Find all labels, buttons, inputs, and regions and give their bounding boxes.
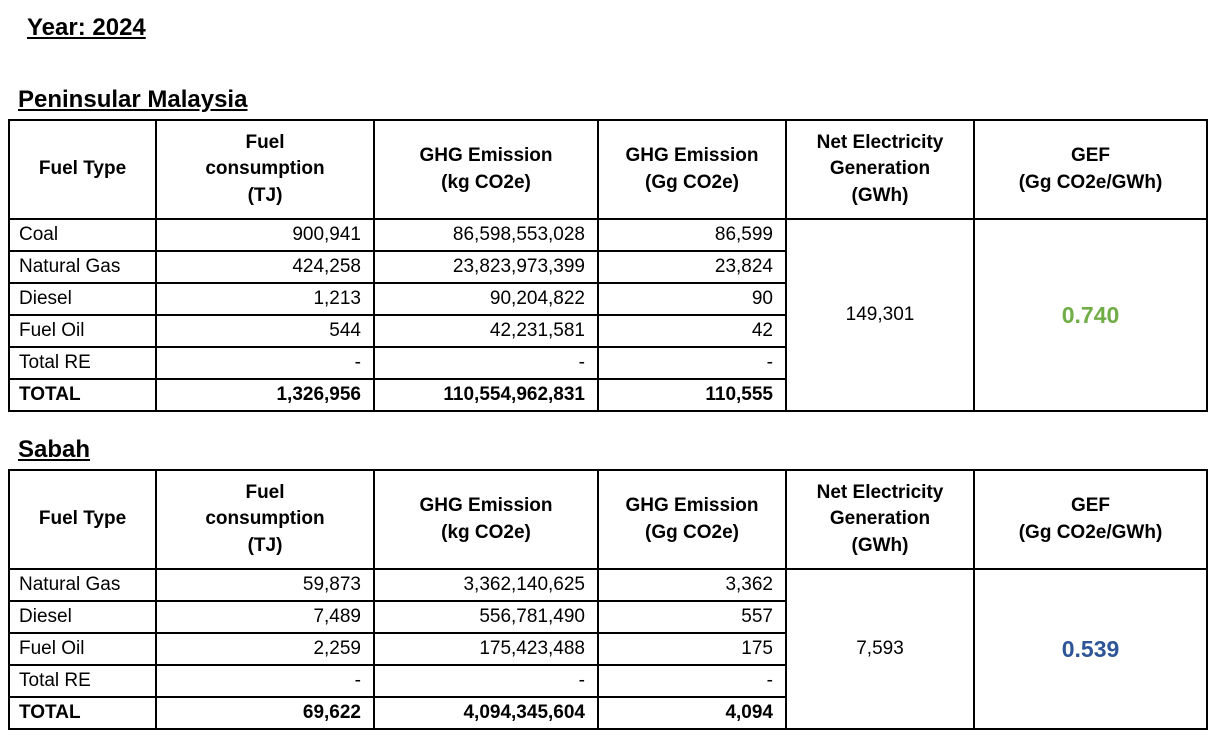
section-title-sabah: Sabah <box>18 436 91 463</box>
total-row: TOTAL 1,326,956 110,554,962,831 110,555 <box>8 378 1207 412</box>
value-cell: 23,823,973,399 <box>373 250 599 284</box>
value-cell: - <box>597 346 787 380</box>
col-header-fuel-consumption: Fuel consumption (TJ) <box>155 119 375 220</box>
fuel-type-cell: Natural Gas <box>8 568 157 602</box>
value-cell: 3,362,140,625 <box>373 568 599 602</box>
gef-value-cell: 0.740 <box>973 218 1208 412</box>
value-cell: 69,622 <box>155 696 375 730</box>
fuel-type-cell: Diesel <box>8 600 157 634</box>
col-header-fuel-consumption: Fuel consumption (TJ) <box>155 469 375 570</box>
fuel-type-cell: Coal <box>8 218 157 252</box>
col-header-gef: GEF (Gg CO2e/GWh) <box>973 469 1208 570</box>
value-cell: 2,259 <box>155 632 375 666</box>
col-header-fuel-type: Fuel Type <box>8 469 157 570</box>
table-row: Total RE - - - <box>8 664 1207 698</box>
value-cell: - <box>373 346 599 380</box>
value-cell: 175,423,488 <box>373 632 599 666</box>
value-cell: 59,873 <box>155 568 375 602</box>
value-cell: 7,489 <box>155 600 375 634</box>
col-header-ghg-kg: GHG Emission (kg CO2e) <box>373 469 599 570</box>
value-cell: - <box>597 664 787 698</box>
table-row: Total RE - - - <box>8 346 1207 380</box>
value-cell: - <box>373 664 599 698</box>
fuel-type-cell: Total RE <box>8 346 157 380</box>
value-cell: 4,094,345,604 <box>373 696 599 730</box>
value-cell: 110,555 <box>597 378 787 412</box>
table-row: Coal 900,941 86,598,553,028 86,599 149,3… <box>8 218 1208 412</box>
section-title-peninsular: Peninsular Malaysia <box>18 86 248 113</box>
fuel-type-cell: Natural Gas <box>8 250 157 284</box>
col-header-gef: GEF (Gg CO2e/GWh) <box>973 119 1208 220</box>
fuel-type-cell: Fuel Oil <box>8 314 157 348</box>
table-row: Natural Gas 424,258 23,823,973,399 23,82… <box>8 250 1207 284</box>
table-row: Fuel Oil 544 42,231,581 42 <box>8 314 1207 348</box>
value-cell: 900,941 <box>155 218 375 252</box>
net-generation-cell: 149,301 <box>785 218 975 412</box>
value-cell: 557 <box>597 600 787 634</box>
page-title: Year: 2024 <box>27 14 146 41</box>
peninsular-table: Fuel Type Fuel consumption (TJ) GHG Emis… <box>8 119 1208 412</box>
col-header-ghg-kg: GHG Emission (kg CO2e) <box>373 119 599 220</box>
header-row: Fuel Type Fuel consumption (TJ) GHG Emis… <box>8 119 1208 220</box>
col-header-net-generation: Net Electricity Generation (GWh) <box>785 469 975 570</box>
col-header-ghg-gg: GHG Emission (Gg CO2e) <box>597 119 787 220</box>
header-row: Fuel Type Fuel consumption (TJ) GHG Emis… <box>8 469 1208 570</box>
value-cell: 42,231,581 <box>373 314 599 348</box>
value-cell: 86,599 <box>597 218 787 252</box>
value-cell: - <box>155 664 375 698</box>
fuel-type-cell: Fuel Oil <box>8 632 157 666</box>
sabah-table: Fuel Type Fuel consumption (TJ) GHG Emis… <box>8 469 1208 730</box>
table-row: Fuel Oil 2,259 175,423,488 175 <box>8 632 1207 666</box>
table-row: Diesel 7,489 556,781,490 557 <box>8 600 1207 634</box>
col-header-net-generation: Net Electricity Generation (GWh) <box>785 119 975 220</box>
value-cell: 4,094 <box>597 696 787 730</box>
value-cell: 1,213 <box>155 282 375 316</box>
value-cell: 1,326,956 <box>155 378 375 412</box>
value-cell: 3,362 <box>597 568 787 602</box>
fuel-type-cell: TOTAL <box>8 378 157 412</box>
value-cell: 90 <box>597 282 787 316</box>
report-page: Year: 2024 Peninsular Malaysia Fuel Type… <box>8 14 1208 730</box>
value-cell: 556,781,490 <box>373 600 599 634</box>
fuel-type-cell: TOTAL <box>8 696 157 730</box>
value-cell: 544 <box>155 314 375 348</box>
table-row: Diesel 1,213 90,204,822 90 <box>8 282 1207 316</box>
value-cell: 86,598,553,028 <box>373 218 599 252</box>
value-cell: - <box>155 346 375 380</box>
table-row: Natural Gas 59,873 3,362,140,625 3,362 7… <box>8 568 1208 730</box>
col-header-fuel-type: Fuel Type <box>8 119 157 220</box>
fuel-type-cell: Diesel <box>8 282 157 316</box>
gef-value-cell: 0.539 <box>973 568 1208 730</box>
value-cell: 424,258 <box>155 250 375 284</box>
value-cell: 90,204,822 <box>373 282 599 316</box>
total-row: TOTAL 69,622 4,094,345,604 4,094 <box>8 696 1207 730</box>
col-header-ghg-gg: GHG Emission (Gg CO2e) <box>597 469 787 570</box>
value-cell: 175 <box>597 632 787 666</box>
net-generation-cell: 7,593 <box>785 568 975 730</box>
fuel-type-cell: Total RE <box>8 664 157 698</box>
value-cell: 110,554,962,831 <box>373 378 599 412</box>
value-cell: 42 <box>597 314 787 348</box>
value-cell: 23,824 <box>597 250 787 284</box>
